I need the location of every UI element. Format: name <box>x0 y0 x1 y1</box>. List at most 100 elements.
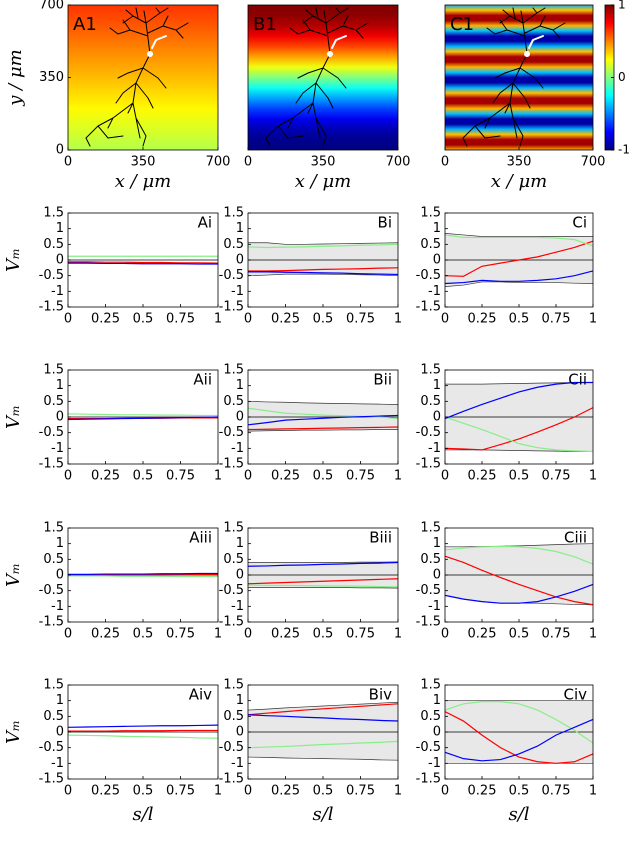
x-tick-label: 0.5 <box>509 627 530 642</box>
series-line <box>444 416 594 453</box>
y-tick-label: 1.5 <box>420 521 441 536</box>
y-tick-label: -0.5 <box>416 740 441 755</box>
x-tick-label: 1 <box>394 627 402 642</box>
series-line <box>67 724 219 728</box>
y-tick-label: 1 <box>56 221 64 236</box>
x-axis-label: x / μm <box>115 171 171 192</box>
envelope-lower <box>247 756 399 761</box>
y-tick-label: 1.5 <box>420 206 441 221</box>
x-tick-label: 0.25 <box>271 627 300 642</box>
x-tick-label: 0 <box>64 627 72 642</box>
x-tick-label: 1 <box>589 469 597 484</box>
x-tick-label: 0.75 <box>542 784 571 799</box>
y-tick-label: 0.5 <box>43 552 64 567</box>
series-line <box>247 584 399 588</box>
x-tick-label: 350 <box>131 155 156 170</box>
series-line <box>247 578 399 585</box>
x-tick-label: 0 <box>64 784 72 799</box>
series-line <box>67 734 219 739</box>
y-tick-label: -1.5 <box>416 457 441 472</box>
x-tick-label: 0 <box>441 784 449 799</box>
x-tick-label: 350 <box>311 155 336 170</box>
y-tick-label: 1.5 <box>43 206 64 221</box>
series-line <box>68 261 219 264</box>
series-line <box>67 416 219 421</box>
y-tick-label: 1.5 <box>223 521 244 536</box>
x-tick-label: 0 <box>441 312 449 327</box>
x-tick-label: 0.5 <box>133 784 154 799</box>
series-line <box>444 234 594 247</box>
y-tick-label: 0 <box>236 568 244 583</box>
colorbar-tick-label: -1 <box>618 143 630 157</box>
series-line <box>444 583 594 604</box>
envelope-upper <box>445 543 594 548</box>
y-tick-label: 0.5 <box>420 394 441 409</box>
y-axis-label: Vₘ <box>3 563 24 587</box>
y-tick-label: 0 <box>433 410 441 425</box>
x-tick-label: 0.75 <box>166 784 195 799</box>
y-tick-label: 0 <box>433 253 441 268</box>
x-tick-label: 0 <box>64 155 72 170</box>
y-axis-label: Vₘ <box>3 405 24 429</box>
x-tick-label: 0.75 <box>542 469 571 484</box>
series-line <box>247 426 399 431</box>
envelope-upper <box>444 233 593 237</box>
y-tick-label: 0 <box>56 725 64 740</box>
x-tick-label: 0.75 <box>346 312 375 327</box>
x-tick-label: 0 <box>244 155 252 170</box>
panel-label: Bii <box>373 371 392 389</box>
y-tick-label: 0.5 <box>43 709 64 724</box>
y-tick-label: -0.5 <box>219 425 244 440</box>
x-tick-label: 0.75 <box>542 627 571 642</box>
panel-label: Aiv <box>189 686 212 704</box>
y-tick-label: 1 <box>236 693 244 708</box>
series-line <box>444 711 594 764</box>
envelope-lower <box>444 281 594 287</box>
envelope-area <box>248 242 398 276</box>
y-tick-label: 1 <box>433 536 441 551</box>
envelope-upper <box>247 701 399 711</box>
x-tick-label: 0.25 <box>468 469 497 484</box>
envelope-lower <box>247 429 398 432</box>
x-tick-label: 0.5 <box>313 627 334 642</box>
y-tick-label: -1 <box>51 599 64 614</box>
x-tick-label: 1 <box>214 784 222 799</box>
x-tick-label: 0 <box>441 155 449 170</box>
x-tick-label: 0 <box>441 627 449 642</box>
colorbar-tick-label: 0 <box>618 70 626 84</box>
y-tick-label: 700 <box>39 0 64 13</box>
x-tick-label: 0.5 <box>509 784 530 799</box>
panel-label: Aiii <box>189 529 212 547</box>
panel-label: C1 <box>450 14 474 35</box>
y-tick-label: 1 <box>433 693 441 708</box>
envelope-area <box>248 401 398 432</box>
y-tick-label: 1 <box>56 378 64 393</box>
y-tick-label: 0.5 <box>223 552 244 567</box>
y-tick-label: -1.5 <box>39 615 64 630</box>
series-line <box>68 573 218 576</box>
y-tick-label: -0.5 <box>219 740 244 755</box>
envelope-upper <box>248 561 399 563</box>
x-tick-label: 0 <box>64 312 72 327</box>
x-tick-label: 0.5 <box>133 469 154 484</box>
series-line <box>247 703 399 716</box>
colorbar-tick-label: 1 <box>618 0 626 12</box>
series-line <box>444 270 594 285</box>
y-tick-label: 1 <box>433 221 441 236</box>
y-tick-label: 0 <box>236 410 244 425</box>
y-tick-label: 1.5 <box>43 678 64 693</box>
y-tick-label: -1 <box>51 756 64 771</box>
x-tick-label: 1 <box>589 627 597 642</box>
y-tick-label: 1 <box>236 378 244 393</box>
panel-label: Biii <box>369 529 392 547</box>
x-tick-label: 0.75 <box>346 784 375 799</box>
series-line <box>248 267 399 272</box>
series-line <box>247 243 399 249</box>
panel-label: Ai <box>198 214 212 232</box>
y-tick-label: -1 <box>428 599 441 614</box>
y-tick-label: 0.5 <box>43 237 64 252</box>
field <box>248 5 398 150</box>
y-tick-label: 0.5 <box>223 237 244 252</box>
x-tick-label: 0.5 <box>133 312 154 327</box>
